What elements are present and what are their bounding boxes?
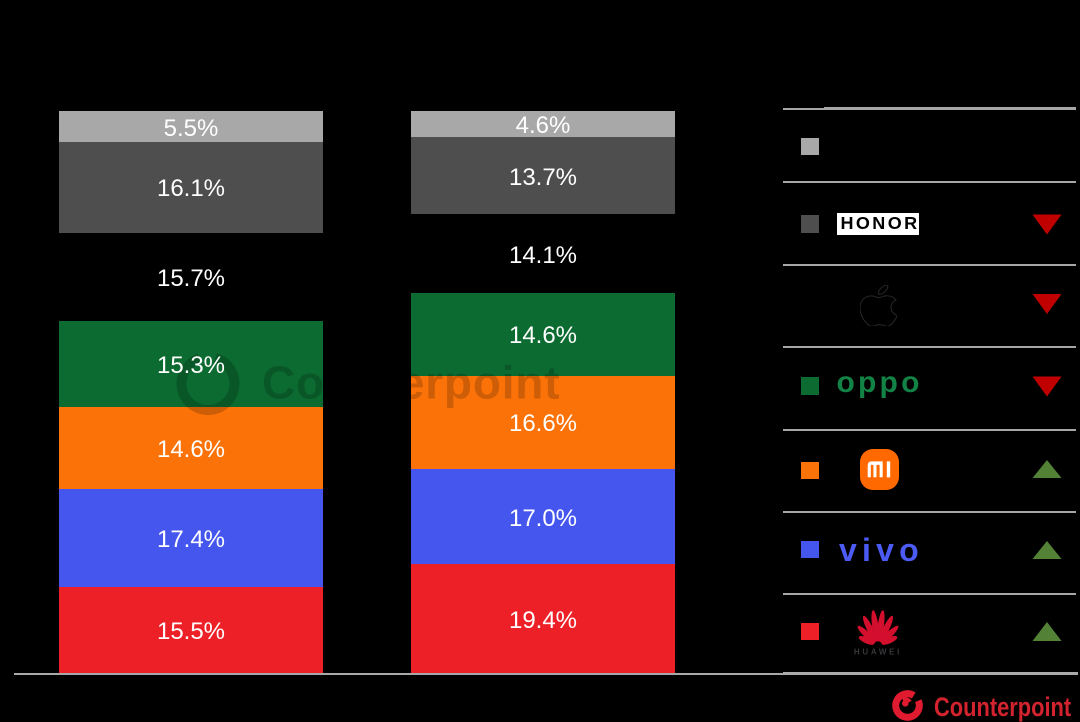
svg-text:Counterpoint: Counterpoint [934,693,1071,722]
svg-text:Counterpoint: Counterpoint [262,357,560,409]
svg-text:HUAWEI: HUAWEI [854,648,902,657]
